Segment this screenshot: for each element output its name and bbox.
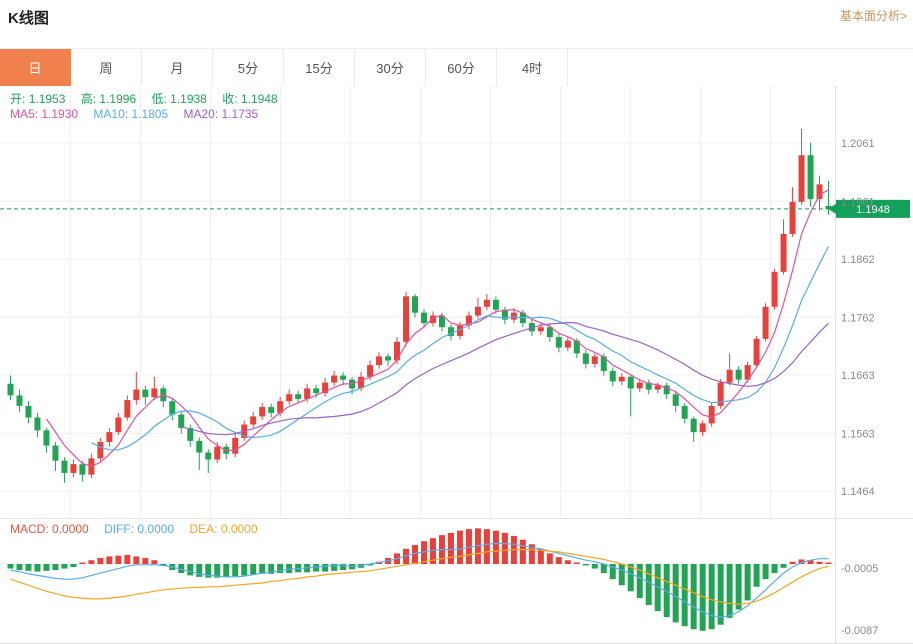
price-badge-arrow [828,203,836,214]
tab-4hour[interactable]: 4时 [497,49,568,86]
current-price-marker: 1.1948 [0,199,910,218]
tab-60min[interactable]: 60分 [426,49,497,86]
ma5-line [46,189,829,467]
tab-30min[interactable]: 30分 [355,49,426,86]
svg-text:1.1862: 1.1862 [841,254,875,266]
dea-line [10,548,829,605]
tab-week[interactable]: 周 [71,49,142,86]
svg-text:1.1961: 1.1961 [841,196,875,208]
svg-text:1.1762: 1.1762 [841,312,875,324]
svg-text:1.1663: 1.1663 [841,370,875,382]
ma-lines [46,189,830,467]
svg-text:1.1464: 1.1464 [841,486,875,498]
diff-line [10,542,829,618]
tab-day[interactable]: 日 [0,49,71,86]
page-title: K线图 [8,10,49,27]
tab-15min[interactable]: 15分 [284,49,355,86]
macd-panel [0,528,835,631]
fundamental-analysis-link[interactable]: 基本面分析> [839,9,907,23]
svg-text:-0.0005: -0.0005 [841,563,878,575]
candles-layer [7,129,832,483]
svg-text:-0.0087: -0.0087 [841,625,878,637]
ma20-line [181,321,829,436]
tab-5min[interactable]: 5分 [213,49,284,86]
grid-lines [0,86,835,518]
period-tabs: 日 周 月 5分 15分 30分 60分 4时 [0,48,913,86]
svg-text:1.2061: 1.2061 [841,138,875,150]
price-badge [836,199,910,218]
ma10-line [91,246,830,451]
tab-month[interactable]: 月 [142,49,213,86]
svg-text:1.1563: 1.1563 [841,428,875,440]
y-axis-labels: 1.2061 1.1961 1.1862 1.1762 1.1663 1.1563 1.14… [841,138,878,637]
svg-text:1.1948: 1.1948 [856,204,890,216]
